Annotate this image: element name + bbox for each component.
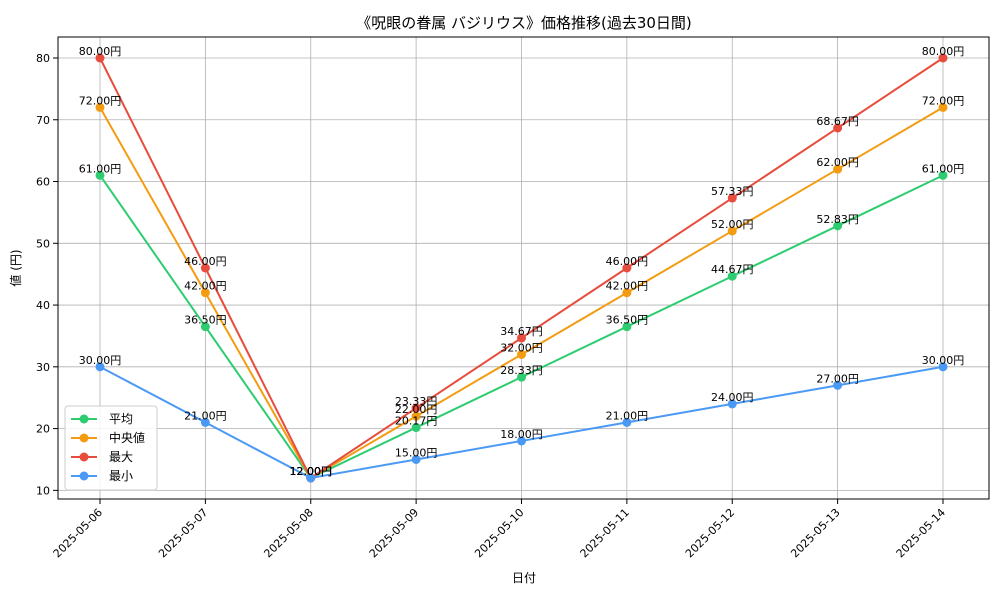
data-point bbox=[622, 417, 632, 427]
data-label: 21.00円 bbox=[184, 409, 227, 422]
data-point bbox=[95, 53, 105, 63]
y-tick-label: 50 bbox=[36, 237, 50, 250]
legend-label: 中央値 bbox=[109, 430, 145, 445]
x-axis-label: 日付 bbox=[512, 571, 536, 585]
data-point bbox=[411, 403, 421, 413]
data-label: 24.00円 bbox=[711, 391, 754, 404]
data-label: 57.33円 bbox=[711, 185, 754, 198]
data-point bbox=[833, 221, 843, 231]
data-label: 72.00円 bbox=[922, 94, 965, 107]
data-point bbox=[833, 123, 843, 133]
y-tick-label: 80 bbox=[36, 52, 50, 65]
data-label: 46.00円 bbox=[184, 255, 227, 268]
data-point bbox=[727, 271, 737, 281]
legend-box bbox=[64, 405, 158, 491]
y-tick-label: 30 bbox=[36, 361, 50, 374]
y-tick-label: 40 bbox=[36, 299, 50, 312]
data-point bbox=[200, 322, 210, 332]
data-label: 22.00円 bbox=[395, 403, 438, 416]
data-label: 68.67円 bbox=[816, 115, 859, 128]
data-labels: 61.00円 36.50円 12.00円 20.17円 28.33円 36.50円 44.6… bbox=[79, 45, 965, 478]
data-label: 52.00円 bbox=[711, 218, 754, 231]
y-tick-label: 70 bbox=[36, 114, 50, 127]
data-point bbox=[727, 226, 737, 236]
data-label: 12.00円 bbox=[290, 465, 333, 478]
data-point bbox=[622, 322, 632, 332]
data-label: 20.17円 bbox=[395, 415, 438, 428]
data-label: 12.00円 bbox=[290, 465, 333, 478]
data-point bbox=[938, 170, 948, 180]
data-label: 32.00円 bbox=[500, 341, 543, 354]
data-point bbox=[517, 349, 526, 359]
data-label: 46.00円 bbox=[606, 255, 649, 268]
data-point bbox=[938, 362, 948, 372]
data-label: 42.00円 bbox=[184, 280, 227, 293]
data-point bbox=[938, 53, 948, 63]
data-point bbox=[833, 380, 843, 390]
data-label: 62.00円 bbox=[816, 156, 859, 169]
data-label: 34.67円 bbox=[500, 325, 543, 338]
data-label: 15.00円 bbox=[395, 446, 438, 459]
legend-marker bbox=[79, 452, 89, 462]
data-point bbox=[517, 436, 526, 446]
data-label: 28.33円 bbox=[500, 364, 543, 377]
data-point bbox=[622, 288, 632, 298]
data-label: 30.00円 bbox=[79, 354, 122, 367]
data-label: 23.33円 bbox=[395, 395, 438, 408]
data-label: 27.00円 bbox=[816, 372, 859, 385]
data-label: 42.00円 bbox=[606, 280, 649, 293]
data-point bbox=[938, 102, 948, 112]
data-point bbox=[95, 170, 105, 180]
plot-frame bbox=[57, 36, 990, 500]
legend-marker bbox=[79, 414, 89, 424]
data-point bbox=[200, 288, 210, 298]
y-axis: 10 20 30 40 50 60 70 80 bbox=[36, 52, 58, 497]
data-label: 72.00円 bbox=[79, 94, 122, 107]
data-point bbox=[411, 411, 421, 421]
data-label: 12.00円 bbox=[290, 465, 333, 478]
data-label: 80.00円 bbox=[79, 45, 122, 58]
data-point bbox=[411, 454, 421, 464]
legend-marker bbox=[79, 471, 89, 481]
y-tick-label: 20 bbox=[36, 423, 50, 436]
data-label: 18.00円 bbox=[500, 428, 543, 441]
data-point bbox=[517, 372, 526, 382]
data-point bbox=[833, 164, 843, 174]
data-point bbox=[727, 193, 737, 203]
legend-marker bbox=[79, 433, 89, 443]
data-point bbox=[517, 333, 526, 343]
y-tick-label: 60 bbox=[36, 176, 50, 189]
data-point bbox=[622, 263, 632, 273]
data-label: 61.00円 bbox=[79, 162, 122, 175]
data-label: 12.00円 bbox=[290, 465, 333, 478]
series-layer bbox=[95, 53, 948, 483]
data-point bbox=[306, 473, 316, 483]
data-label: 36.50円 bbox=[606, 314, 649, 327]
data-label: 30.00円 bbox=[922, 354, 965, 367]
data-point bbox=[727, 399, 737, 409]
legend-label: 平均 bbox=[109, 412, 133, 426]
legend-label: 最小 bbox=[109, 469, 133, 483]
chart-title: 《呪眼の眷属 バジリウス》価格推移(過去30日間) bbox=[356, 14, 692, 32]
data-label: 36.50円 bbox=[184, 314, 227, 327]
data-label: 21.00円 bbox=[606, 409, 649, 422]
y-tick-label: 10 bbox=[36, 484, 50, 497]
data-point bbox=[411, 423, 421, 433]
y-axis-label: 値 (円) bbox=[8, 249, 23, 286]
legend-label: 最大 bbox=[109, 450, 133, 464]
data-point bbox=[200, 417, 210, 427]
data-label: 52.83円 bbox=[816, 213, 859, 226]
data-label: 80.00円 bbox=[922, 45, 965, 58]
data-label: 44.67円 bbox=[711, 263, 754, 276]
data-label: 61.00円 bbox=[922, 162, 965, 175]
data-point bbox=[200, 263, 210, 273]
data-point bbox=[95, 362, 105, 372]
data-point bbox=[95, 102, 105, 112]
